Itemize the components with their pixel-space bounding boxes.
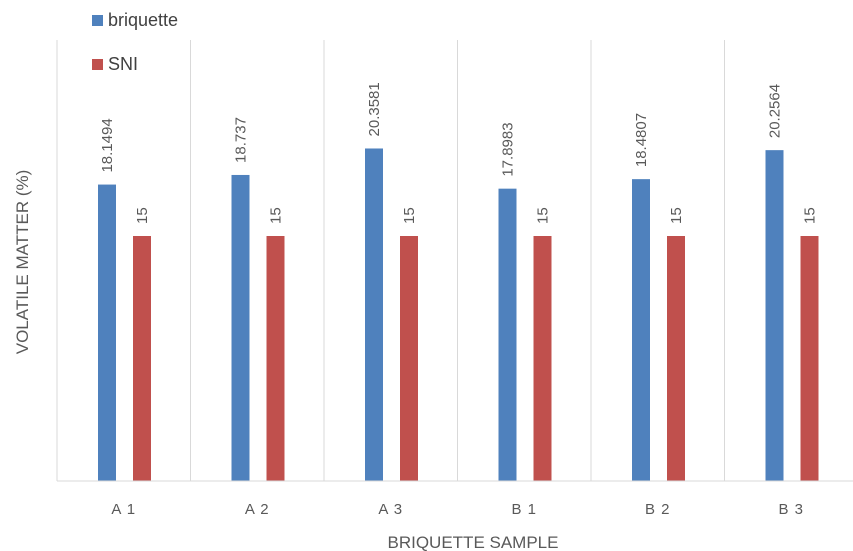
data-label: 15 — [401, 207, 418, 224]
data-label: 15 — [668, 207, 685, 224]
bars — [98, 148, 819, 482]
data-label: 20.2564 — [767, 84, 784, 138]
x-tick-label: B 1 — [511, 501, 537, 518]
data-label: 17.8983 — [500, 122, 517, 176]
legend: briquette SNI — [92, 10, 178, 74]
y-axis-title: VOLATILE MATTER (%) — [13, 170, 32, 355]
data-label: 15 — [535, 207, 552, 224]
data-label: 18.1494 — [99, 118, 116, 172]
data-label: 18.737 — [233, 117, 250, 163]
data-label: 15 — [268, 207, 285, 224]
bar-sni-b2 — [667, 236, 685, 481]
data-label: 18.4807 — [633, 113, 650, 167]
x-tick-labels: A 1 A 2 A 3 B 1 B 2 B 3 — [111, 501, 804, 518]
x-tick-label: B 3 — [778, 501, 804, 518]
x-tick-label: B 2 — [645, 501, 671, 518]
bar-briquette-b3 — [765, 150, 784, 482]
x-tick-label: A 1 — [111, 501, 136, 518]
bar-briquette-b2 — [632, 179, 650, 481]
bar-sni-a1 — [133, 236, 151, 481]
bar-briquette-a2 — [231, 174, 250, 481]
legend-swatch-briquette — [92, 15, 103, 26]
bar-briquette-b1 — [498, 188, 517, 481]
data-labels: 18.1494 18.737 20.3581 17.8983 18.4807 20.256… — [99, 82, 819, 224]
gridlines — [56, 40, 725, 481]
legend-label-sni: SNI — [108, 54, 138, 74]
bar-sni-b3 — [800, 236, 819, 481]
bar-briquette-a3 — [365, 148, 383, 481]
x-axis-title: BRIQUETTE SAMPLE — [388, 533, 559, 551]
x-tick-label: A 2 — [245, 501, 270, 518]
data-label: 15 — [802, 207, 819, 224]
legend-label-briquette: briquette — [108, 10, 178, 30]
data-label: 20.3581 — [366, 82, 383, 136]
legend-swatch-sni — [92, 59, 103, 70]
bar-sni-a3 — [400, 236, 418, 481]
bar-sni-b1 — [533, 236, 552, 481]
bar-sni-a2 — [266, 236, 285, 481]
x-tick-label: A 3 — [378, 501, 403, 518]
bar-briquette-a1 — [98, 184, 116, 481]
data-label: 15 — [134, 207, 151, 224]
